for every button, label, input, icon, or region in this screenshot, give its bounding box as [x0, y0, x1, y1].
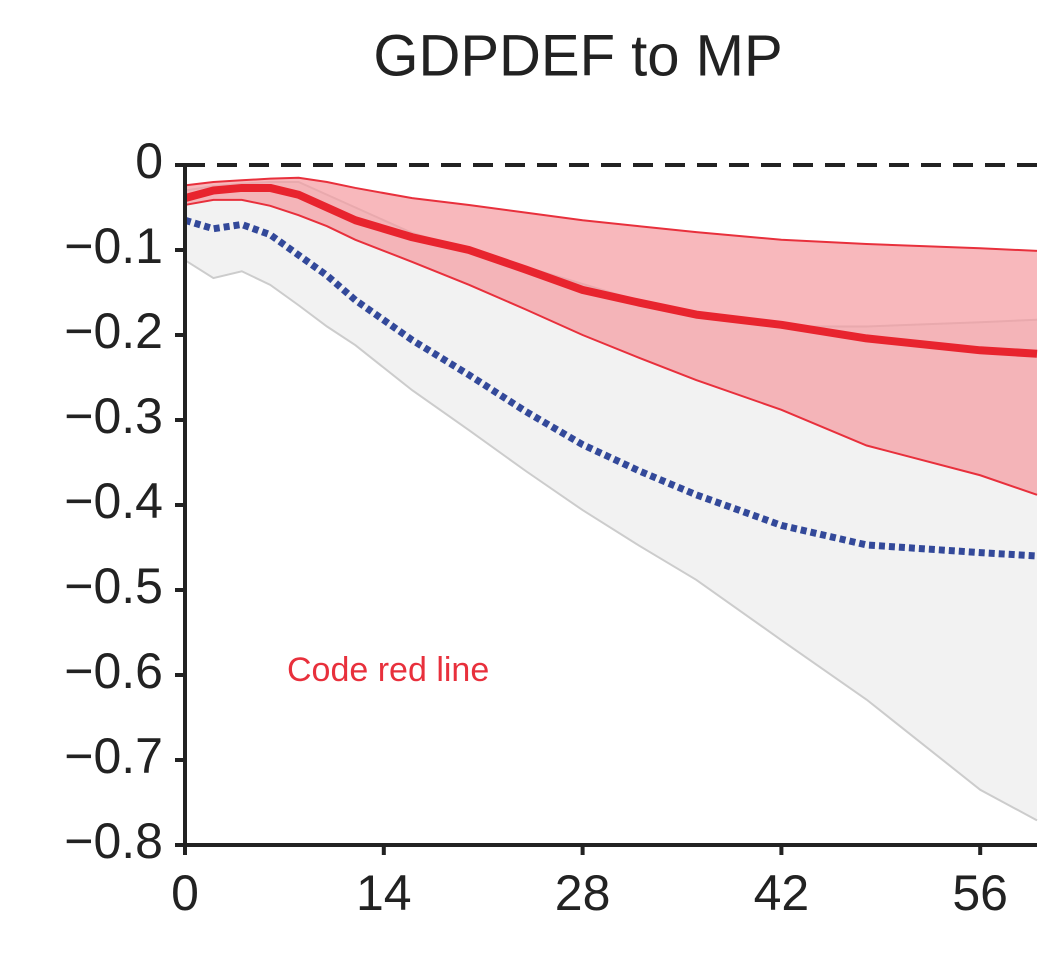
y-tick-label: −0.1 — [64, 218, 163, 274]
band-edge — [184, 176, 1038, 252]
y-tick-label: −0.4 — [64, 473, 163, 529]
band-edge — [184, 198, 1038, 496]
x-tick-label: 14 — [356, 865, 412, 921]
x-tick-label: 56 — [952, 865, 1008, 921]
y-tick-label: 0 — [135, 133, 163, 189]
line — [183, 183, 1038, 358]
x-tick-label: 0 — [171, 865, 199, 921]
y-tick-label: −0.7 — [64, 728, 163, 784]
x-tick-label: 28 — [555, 865, 611, 921]
y-tick-label: −0.6 — [64, 643, 163, 699]
y-tick-label: −0.8 — [64, 813, 163, 869]
annotation: Code red line — [287, 651, 489, 689]
y-tick-label: −0.3 — [64, 388, 163, 444]
chart-title: GDPDEF to MP — [373, 23, 782, 88]
x-tick-label: 42 — [754, 865, 810, 921]
y-tick-label: −0.5 — [64, 558, 163, 614]
band-edge — [184, 259, 1038, 822]
band-area — [185, 177, 1037, 495]
line — [183, 216, 1038, 560]
y-tick-label: −0.2 — [64, 303, 163, 359]
